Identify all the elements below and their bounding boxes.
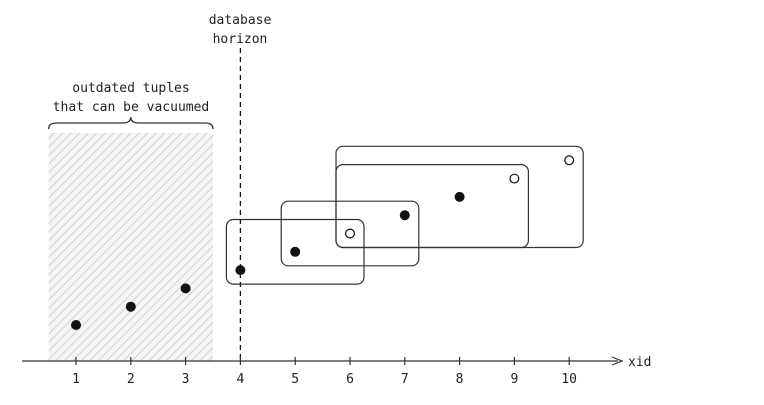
snapshot-box — [335, 145, 584, 249]
xid-axis-label: xid — [628, 355, 651, 370]
xid-tick-label: 9 — [510, 372, 518, 387]
xid-axis-arrowhead — [611, 356, 624, 366]
xid-tick-label: 5 — [291, 372, 299, 387]
snapshot-box — [280, 200, 420, 267]
tuple-point-filled — [454, 191, 465, 202]
tuple-point-filled — [235, 265, 246, 276]
horizon-label-line2: horizon — [213, 32, 268, 47]
tuple-point-open — [509, 173, 520, 184]
vacuumable-label-line2: that can be vacuumed — [53, 100, 210, 115]
xid-tick-label: 8 — [456, 372, 464, 387]
horizon-label-line1: database — [209, 13, 272, 28]
xid-tick-label: 4 — [236, 372, 244, 387]
tuple-point-filled — [125, 301, 136, 312]
xid-tick-label: 1 — [72, 372, 80, 387]
xid-tick-label: 10 — [561, 372, 577, 387]
tuple-point-filled — [180, 283, 191, 294]
tuple-points — [71, 155, 575, 330]
xid-tick-label: 6 — [346, 372, 354, 387]
snapshot-box — [225, 218, 365, 285]
tuple-point-filled — [399, 210, 410, 221]
snapshot-boxes — [225, 145, 584, 285]
xid-tick-label: 3 — [182, 372, 190, 387]
vacuumable-label-line1: outdated tuples — [72, 81, 189, 96]
tuple-point-open — [345, 228, 356, 239]
snapshot-box — [335, 164, 529, 249]
tuple-point-filled — [290, 246, 301, 257]
tuple-point-filled — [71, 320, 81, 330]
xid-tick-label: 2 — [127, 372, 135, 387]
vacuumable-brace — [47, 116, 214, 130]
tuple-point-open — [564, 155, 575, 166]
xid-ticks: 1 2 3 4 5 6 7 8 9 10 — [72, 357, 577, 387]
xid-tick-label: 7 — [401, 372, 409, 387]
